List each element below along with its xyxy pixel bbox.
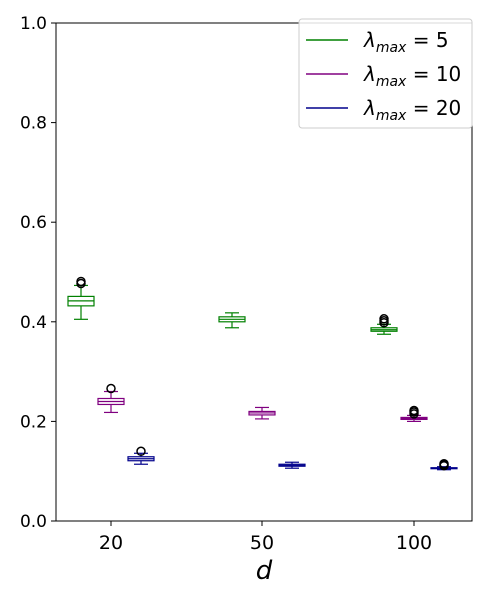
y-tick-label: 0.2: [20, 412, 47, 432]
plot-frame: [55, 22, 473, 522]
x-tick-label: 20: [99, 532, 123, 554]
outlier-point: [136, 446, 146, 457]
legend-box: [298, 18, 473, 129]
box-2-1: [278, 461, 306, 469]
outlier-point: [439, 458, 449, 469]
y-tick-label: 0.4: [20, 313, 47, 333]
box-1-2: [400, 405, 428, 422]
legend: λmax = 5 λmax = 10 λmax = 20: [298, 18, 473, 129]
box-0-2: [370, 314, 398, 335]
y-axis: 0.0 0.2 0.4 0.6 0.8 1.0: [20, 14, 56, 532]
legend-label: λmax = 5: [363, 28, 449, 56]
y-tick-label: 1.0: [20, 14, 47, 34]
y-tick-label: 0.0: [20, 512, 47, 532]
box-0-0: [67, 276, 95, 320]
box-0-1: [218, 312, 246, 329]
box-marks: [67, 276, 458, 471]
x-axis-label: d: [256, 556, 273, 586]
outlier-point: [409, 405, 419, 416]
x-tick-label: 50: [250, 532, 274, 554]
y-tick-label: 0.8: [20, 114, 47, 134]
box-2-2: [430, 458, 458, 471]
legend-label: λmax = 10: [363, 62, 461, 90]
box-2-0: [127, 446, 155, 465]
y-tick-label: 0.6: [20, 213, 47, 233]
x-axis: 20 50 100: [99, 521, 432, 554]
outlier-point: [76, 276, 86, 287]
box-1-0: [97, 383, 125, 414]
x-tick-label: 100: [396, 532, 432, 554]
outlier-point: [106, 383, 116, 394]
box-1-1: [248, 406, 276, 420]
legend-label: λmax = 20: [363, 96, 461, 124]
outlier-point: [379, 314, 389, 324]
